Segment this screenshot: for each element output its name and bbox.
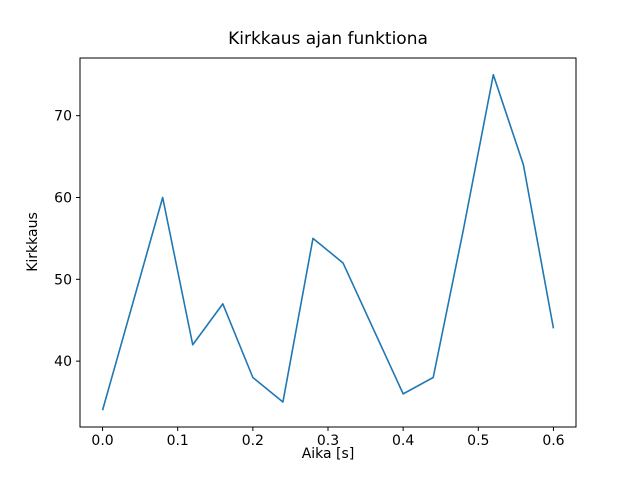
y-tick-label: 60 — [54, 191, 72, 207]
y-tick-label: 70 — [54, 109, 72, 125]
y-axis-label: Kirkkaus — [25, 212, 41, 272]
y-tick-label: 40 — [54, 354, 72, 370]
data-line — [101, 73, 555, 411]
x-tick-label: 0.0 — [91, 433, 113, 449]
x-tick-label: 0.5 — [467, 433, 489, 449]
x-tick-label: 0.3 — [317, 433, 339, 449]
axes-spines — [79, 57, 577, 428]
x-tick-label: 0.1 — [167, 433, 189, 449]
x-tick-label: 0.4 — [392, 433, 414, 449]
x-axis-label: Aika [s] — [301, 446, 355, 462]
chart-title: Kirkkaus ajan funktiona — [228, 29, 428, 49]
x-tick-label: 0.2 — [242, 433, 264, 449]
x-tick-label: 0.6 — [542, 433, 564, 449]
y-tick-label: 50 — [54, 272, 72, 288]
